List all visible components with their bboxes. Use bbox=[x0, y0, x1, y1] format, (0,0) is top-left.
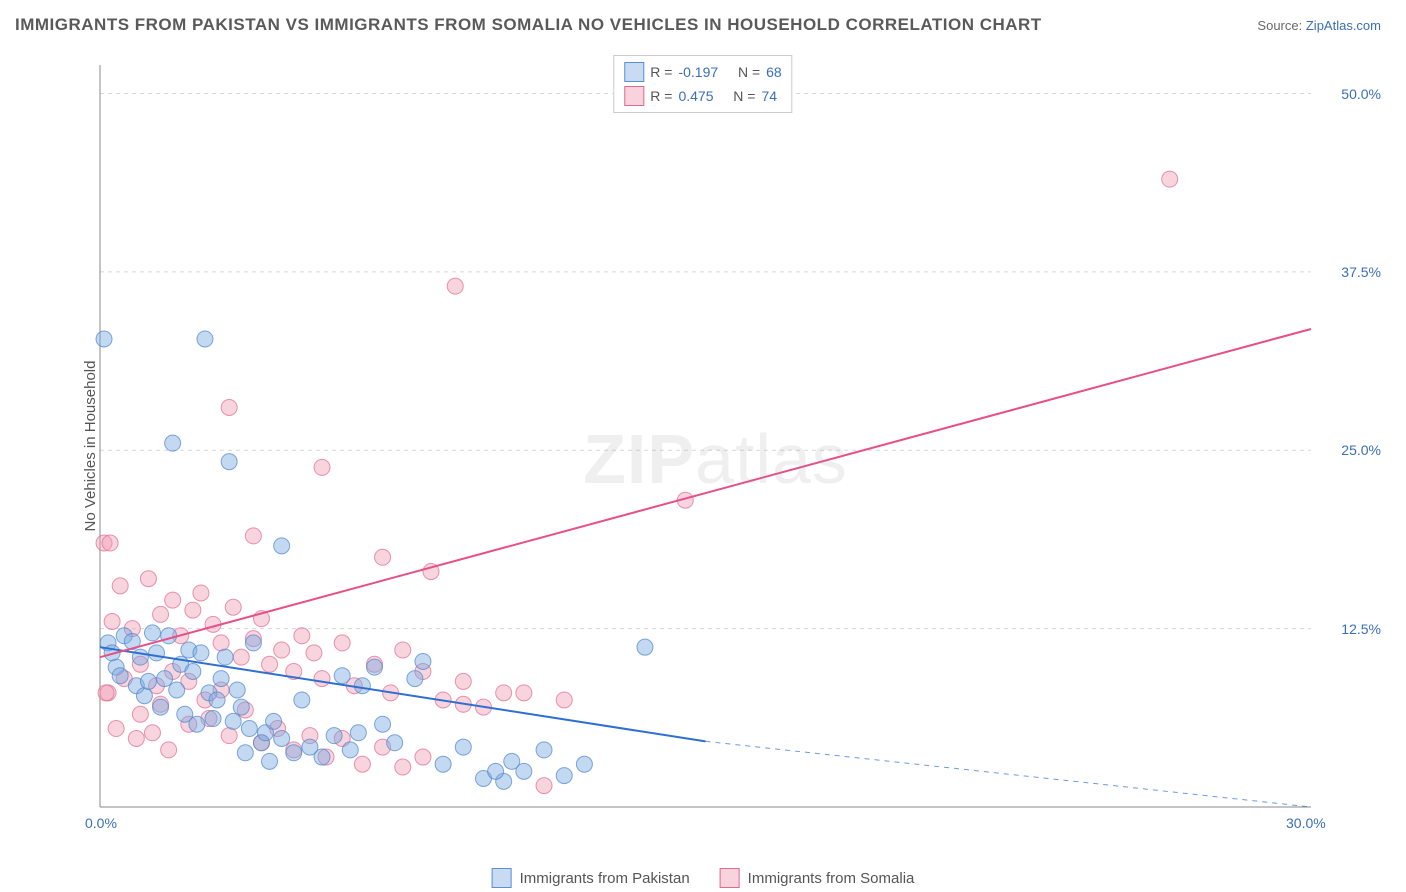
r-label: R = bbox=[650, 88, 672, 104]
y-tick-label: 50.0% bbox=[1341, 86, 1381, 102]
swatch-blue bbox=[624, 62, 644, 82]
correlation-legend: R = -0.197 N = 68 R = 0.475 N = 74 bbox=[613, 55, 792, 113]
legend-label-blue: Immigrants from Pakistan bbox=[520, 870, 690, 887]
chart-title: IMMIGRANTS FROM PAKISTAN VS IMMIGRANTS F… bbox=[15, 15, 1042, 35]
n-label: N = bbox=[738, 64, 760, 80]
legend-item-pink: Immigrants from Somalia bbox=[720, 868, 915, 888]
n-value-pink: 74 bbox=[761, 88, 777, 104]
swatch-pink bbox=[624, 86, 644, 106]
swatch-pink bbox=[720, 868, 740, 888]
n-label: N = bbox=[733, 88, 755, 104]
r-label: R = bbox=[650, 64, 672, 80]
swatch-blue bbox=[492, 868, 512, 888]
y-tick-label: 37.5% bbox=[1341, 264, 1381, 280]
legend-label-pink: Immigrants from Somalia bbox=[748, 870, 915, 887]
plot-area: ZIPatlas 12.5%25.0%37.5%50.0%0.0%30.0% bbox=[50, 55, 1381, 862]
chart-container: IMMIGRANTS FROM PAKISTAN VS IMMIGRANTS F… bbox=[0, 0, 1406, 892]
r-value-blue: -0.197 bbox=[678, 64, 718, 80]
source-attribution: Source: ZipAtlas.com bbox=[1257, 18, 1381, 33]
y-tick-label: 12.5% bbox=[1341, 621, 1381, 637]
x-tick-label: 0.0% bbox=[85, 815, 117, 831]
source-link[interactable]: ZipAtlas.com bbox=[1306, 18, 1381, 33]
legend-row-pink: R = 0.475 N = 74 bbox=[624, 84, 781, 108]
legend-item-blue: Immigrants from Pakistan bbox=[492, 868, 690, 888]
source-label: Source: bbox=[1257, 18, 1302, 33]
r-value-pink: 0.475 bbox=[678, 88, 713, 104]
y-tick-label: 25.0% bbox=[1341, 442, 1381, 458]
scatter-svg bbox=[50, 55, 1381, 862]
x-tick-label: 30.0% bbox=[1286, 815, 1326, 831]
series-legend: Immigrants from Pakistan Immigrants from… bbox=[492, 868, 915, 888]
n-value-blue: 68 bbox=[766, 64, 782, 80]
legend-row-blue: R = -0.197 N = 68 bbox=[624, 60, 781, 84]
